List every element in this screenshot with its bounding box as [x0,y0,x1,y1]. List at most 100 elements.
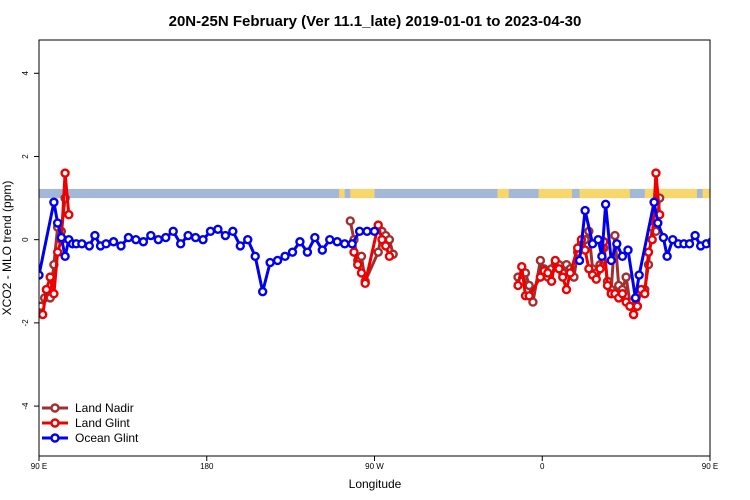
x-tick-label: 90 E [702,462,718,471]
data-point [146,230,156,241]
data-point [347,239,357,249]
data-point [84,241,95,251]
y-axis: -4 -2 0 2 4 [21,71,39,410]
data-point [380,241,391,251]
x-tick-label: 90 W [365,462,384,471]
y-tick-label: 2 [21,154,30,159]
data-point [546,276,557,286]
data-point [640,289,650,299]
land-band-segment [350,188,375,199]
x-axis-label: Longitude [349,477,402,491]
data-point [52,247,63,257]
x-tick-label: 180 [200,462,214,471]
data-point [731,238,738,245]
land-band-segment [538,188,573,199]
data-point [45,272,55,282]
data-point [64,210,74,220]
data-point [617,251,628,262]
data-point [60,168,70,178]
y-axis-label: XCO2 - MLO trend (ppm) [0,181,14,316]
data-point [630,293,641,303]
data-point [90,230,100,241]
data-point [198,234,208,245]
data-point [49,289,59,299]
data-point [77,239,87,249]
data-point [205,226,216,237]
data-point [287,247,298,257]
data-point [621,272,631,282]
data-point [295,237,305,247]
legend-marker [50,433,60,443]
data-point [190,232,201,243]
data-point [243,234,253,245]
x-tick-label: 90 E [31,462,47,471]
data-point [349,247,359,257]
data-point [632,301,643,311]
data-point [591,274,602,284]
data-point [653,218,663,228]
data-point [56,232,67,243]
data-point [373,247,383,257]
data-point [317,245,328,255]
plot-area [39,168,738,320]
data-point [131,234,141,245]
data-point [41,284,52,295]
data-point [325,234,335,245]
data-point [310,232,320,243]
land-band-segment [644,188,697,199]
data-point [213,224,223,234]
y-tick-label: -2 [21,319,30,327]
data-point [175,239,186,249]
data-point [535,255,546,266]
data-point [720,234,727,241]
data-point [360,278,370,289]
data-point [524,291,534,301]
data-point [602,280,613,291]
data-point [354,226,365,237]
land-band-segment [702,188,710,199]
data-point [345,216,355,226]
data-point [161,232,171,243]
data-point [123,232,134,243]
data-point [60,251,70,262]
data-point [101,239,111,249]
land-band-segment [339,188,345,199]
data-point [339,239,350,249]
data-point [39,309,48,320]
data-point [606,255,616,266]
data-point [550,255,560,266]
data-point [384,251,395,262]
data-point [250,251,260,262]
data-point [356,251,367,262]
x-axis: 90 E 180 90 W 0 90 E [31,456,718,471]
data-point [265,257,275,268]
legend-label: Ocean Glint [75,431,139,445]
data-point [353,259,363,270]
data-point [49,197,59,207]
data-point [725,236,732,243]
data-point [524,280,534,291]
data-point [183,230,193,241]
legend-item-land-nadir: Land Nadir [42,401,134,415]
y-tick-label: -4 [21,402,30,410]
legend-marker [50,418,60,428]
data-point [714,242,721,249]
data-point [39,270,44,280]
data-point [561,284,572,295]
data-point [153,234,163,245]
data-point [643,247,654,257]
y-tick-label: 4 [21,71,30,76]
data-point [649,197,659,207]
data-point [228,226,238,237]
legend-marker [50,403,60,413]
data-point [610,230,620,241]
data-point [272,255,283,266]
data-point [634,270,644,280]
data-point [116,241,126,251]
data-point [617,289,628,299]
data-point [558,272,568,282]
legend-label: Land Nadir [75,401,134,415]
chart-title: 20N-25N February (Ver 11.1_late) 2019-01… [169,13,582,30]
